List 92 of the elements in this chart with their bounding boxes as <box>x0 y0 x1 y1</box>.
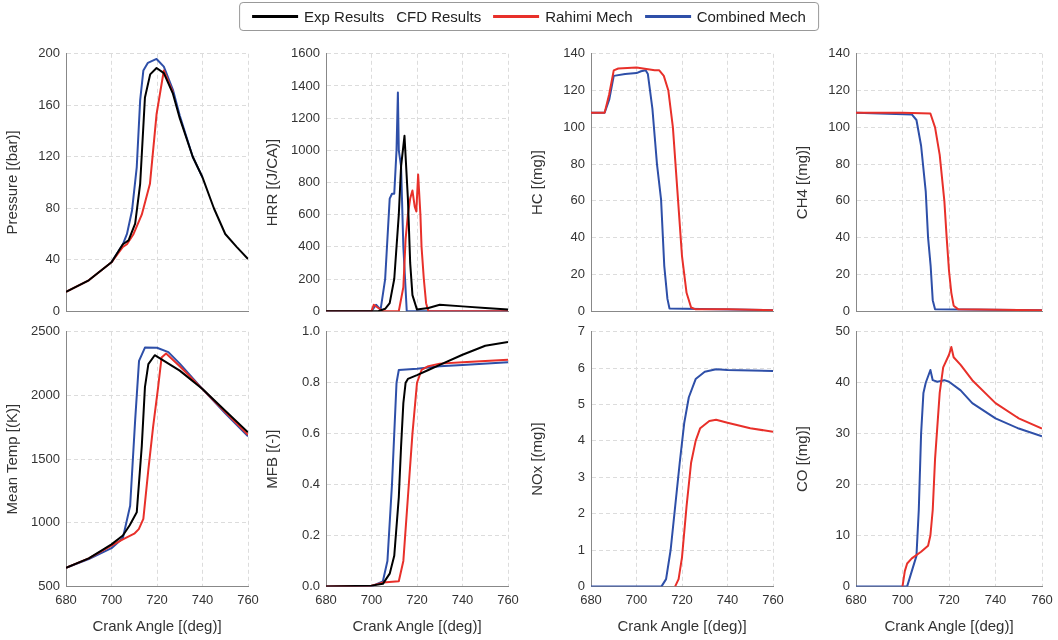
legend-label: Combined Mech <box>696 8 806 25</box>
y-axis-title: CO [(mg)] <box>793 426 811 493</box>
y-tick-label: 0.8 <box>301 374 320 390</box>
y-tick-label: 80 <box>570 155 585 171</box>
x-tick-label: 720 <box>671 591 693 607</box>
y-tick-label: 140 <box>828 45 850 61</box>
y-tick-label: 200 <box>298 270 320 286</box>
y-tick-label: 400 <box>298 238 320 254</box>
y-tick-label: 50 <box>835 323 850 339</box>
y-tick-label: 120 <box>828 82 850 98</box>
y-tick-label: 40 <box>45 251 60 267</box>
x-tick-label: 740 <box>716 591 739 607</box>
x-tick-label: 740 <box>451 591 474 607</box>
y-tick-label: 0 <box>52 302 60 318</box>
y-tick-label: 1600 <box>291 45 320 61</box>
y-tick-label: 0.6 <box>301 425 320 441</box>
x-tick-label: 720 <box>938 591 960 607</box>
y-tick-label: 1000 <box>291 141 320 157</box>
y-tick-label: 1 <box>577 541 585 557</box>
y-tick-label: 2 <box>577 505 585 521</box>
x-tick-label: 680 <box>55 591 77 607</box>
x-tick-label: 760 <box>497 591 519 607</box>
y-tick-label: 80 <box>835 155 850 171</box>
y-axis-title: Mean Temp [(K)] <box>3 403 21 515</box>
x-tick-label: 680 <box>315 591 337 607</box>
y-tick-label: 40 <box>835 229 850 245</box>
x-tick-label: 700 <box>891 591 914 607</box>
y-tick-label: 160 <box>38 96 60 112</box>
y-tick-label: 4 <box>577 432 585 448</box>
y-tick-label: 80 <box>45 199 60 215</box>
legend-label: Rahimi Mech <box>545 8 633 25</box>
x-tick-label: 740 <box>191 591 214 607</box>
y-axis-title: CH4 [(mg)] <box>793 145 811 220</box>
y-tick-label: 20 <box>570 266 585 282</box>
y-axis-title: MFB [(-)] <box>263 429 281 489</box>
y-tick-label: 5 <box>577 396 585 412</box>
y-tick-label: 3 <box>577 468 585 484</box>
y-tick-label: 1500 <box>31 450 60 466</box>
y-tick-label: 0.2 <box>301 527 320 543</box>
x-tick-label: 720 <box>406 591 428 607</box>
y-tick-label: 7 <box>577 323 585 339</box>
y-tick-label: 20 <box>835 476 850 492</box>
y-tick-label: 140 <box>563 45 585 61</box>
y-tick-label: 200 <box>38 45 60 61</box>
y-axis-title: Pressure [(bar)] <box>3 130 21 235</box>
x-tick-label: 700 <box>360 591 383 607</box>
x-axis-title: Crank Angle [(deg)] <box>92 617 222 635</box>
y-tick-label: 1.0 <box>301 323 320 339</box>
y-axis-title: HRR [(J/CA)] <box>263 138 281 227</box>
x-tick-label: 760 <box>1031 591 1053 607</box>
y-tick-label: 0.4 <box>301 476 320 492</box>
y-tick-label: 30 <box>835 425 850 441</box>
y-tick-label: 500 <box>38 577 60 593</box>
y-tick-label: 20 <box>835 266 850 282</box>
y-tick-label: 120 <box>563 82 585 98</box>
legend-title: CFD Results <box>396 8 482 25</box>
x-tick-label: 680 <box>580 591 602 607</box>
x-tick-label: 760 <box>237 591 259 607</box>
y-tick-label: 2000 <box>31 387 60 403</box>
x-tick-label: 720 <box>146 591 168 607</box>
y-tick-label: 40 <box>570 229 585 245</box>
y-tick-label: 100 <box>828 118 850 134</box>
y-tick-label: 0 <box>842 577 850 593</box>
x-axis-title: Crank Angle [(deg)] <box>884 617 1014 635</box>
x-tick-label: 700 <box>100 591 123 607</box>
y-tick-label: 6 <box>577 359 585 375</box>
x-tick-label: 740 <box>984 591 1007 607</box>
y-tick-label: 60 <box>570 192 585 208</box>
y-tick-label: 0 <box>577 302 585 318</box>
x-tick-label: 700 <box>625 591 648 607</box>
y-axis-title: HC [(mg)] <box>528 150 546 215</box>
y-tick-label: 0.0 <box>301 577 320 593</box>
y-tick-label: 10 <box>835 527 850 543</box>
y-tick-label: 0 <box>312 302 320 318</box>
y-tick-label: 600 <box>298 206 320 222</box>
x-tick-label: 760 <box>762 591 784 607</box>
y-tick-label: 800 <box>298 174 320 190</box>
y-tick-label: 2500 <box>31 323 60 339</box>
y-tick-label: 100 <box>563 118 585 134</box>
y-tick-label: 1200 <box>291 109 320 125</box>
y-tick-label: 0 <box>842 302 850 318</box>
y-tick-label: 40 <box>835 374 850 390</box>
y-tick-label: 60 <box>835 192 850 208</box>
x-tick-label: 680 <box>845 591 867 607</box>
y-tick-label: 1000 <box>31 514 60 530</box>
y-tick-label: 1400 <box>291 77 320 93</box>
x-axis-title: Crank Angle [(deg)] <box>352 617 482 635</box>
y-tick-label: 120 <box>38 148 60 164</box>
legend-label: Exp Results <box>304 8 385 25</box>
y-axis-title: NOx [(mg)] <box>528 422 546 496</box>
x-axis-title: Crank Angle [(deg)] <box>617 617 747 635</box>
y-tick-label: 0 <box>577 577 585 593</box>
